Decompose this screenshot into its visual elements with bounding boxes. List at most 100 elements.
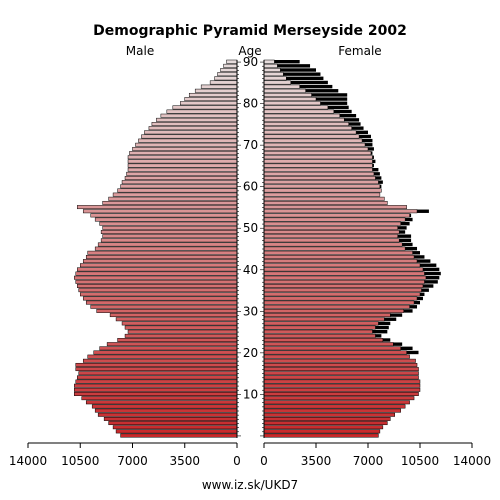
male-bar-age-26 bbox=[124, 325, 238, 330]
male-bar-age-23 bbox=[117, 338, 238, 342]
female-bar-age-31 bbox=[263, 304, 410, 309]
female-bar-age-5 bbox=[263, 412, 395, 417]
x-axis-left: 14000 10500 7000 3500 0 bbox=[9, 442, 241, 468]
male-bar-age-3 bbox=[108, 421, 238, 426]
male-bar-age-60 bbox=[120, 184, 238, 189]
female-excess-bar-age-52 bbox=[405, 217, 413, 222]
x-tick-label-right-10500: 10500 bbox=[401, 454, 439, 468]
male-bar-age-1 bbox=[115, 429, 238, 434]
female-excess-bar-age-88 bbox=[280, 68, 316, 72]
female-bar-age-6 bbox=[263, 408, 401, 413]
female-bar-age-30 bbox=[263, 308, 404, 313]
male-bar-age-5 bbox=[97, 412, 238, 417]
female-excess-bar-age-83 bbox=[305, 89, 339, 93]
female-bar-age-67 bbox=[263, 155, 373, 160]
male-bar-age-63 bbox=[126, 171, 238, 176]
female-bar-age-53 bbox=[263, 213, 410, 218]
male-bar-age-27 bbox=[121, 321, 238, 326]
female-bar-age-90 bbox=[263, 59, 275, 64]
female-excess-bar-age-60 bbox=[379, 184, 382, 189]
female-bar-age-4 bbox=[263, 416, 391, 421]
female-excess-bar-age-53 bbox=[409, 213, 412, 218]
female-excess-bar-age-64 bbox=[372, 168, 379, 172]
female-excess-bar-age-62 bbox=[375, 176, 382, 180]
chart-title: Demographic Pyramid Merseyside 2002 bbox=[93, 23, 407, 39]
female-bar-age-43 bbox=[263, 254, 415, 259]
male-bar-age-21 bbox=[99, 346, 238, 351]
male-bar-age-13 bbox=[75, 379, 238, 384]
x-tick-label-left-3500: 3500 bbox=[169, 454, 200, 468]
male-bar-age-49 bbox=[100, 230, 238, 234]
female-bar-age-63 bbox=[263, 171, 375, 176]
female-bar-age-23 bbox=[263, 338, 384, 342]
female-excess-bar-age-22 bbox=[393, 342, 403, 346]
male-bar-age-8 bbox=[85, 400, 238, 405]
female-bar-age-76 bbox=[263, 117, 345, 122]
female-bars bbox=[263, 59, 441, 438]
female-bar-age-28 bbox=[263, 317, 385, 322]
female-excess-bar-age-40 bbox=[422, 267, 440, 272]
female-bar-age-47 bbox=[263, 238, 400, 243]
female-excess-bar-age-66 bbox=[372, 159, 376, 164]
male-bar-age-30 bbox=[96, 308, 238, 313]
female-bar-age-65 bbox=[263, 163, 373, 168]
x-tick-label-right-7000: 7000 bbox=[353, 454, 384, 468]
female-bar-age-0 bbox=[263, 433, 379, 438]
male-bar-age-41 bbox=[80, 263, 238, 268]
male-bar-age-69 bbox=[132, 146, 238, 151]
male-bar-age-84 bbox=[200, 84, 238, 89]
female-bar-age-24 bbox=[263, 333, 376, 338]
female-bar-age-27 bbox=[263, 321, 379, 326]
female-bar-age-54 bbox=[263, 209, 418, 214]
female-bar-age-2 bbox=[263, 425, 384, 430]
female-bar-age-89 bbox=[263, 63, 278, 68]
female-bar-age-1 bbox=[263, 429, 381, 434]
male-bar-age-59 bbox=[117, 188, 238, 193]
female-bar-age-46 bbox=[263, 242, 403, 247]
female-excess-bar-age-44 bbox=[412, 251, 420, 255]
female-bar-age-48 bbox=[263, 234, 398, 239]
age-tick-label-10: 10 bbox=[243, 387, 258, 401]
male-bar-age-14 bbox=[77, 375, 238, 380]
female-excess-bar-age-34 bbox=[420, 292, 425, 297]
male-bar-age-70 bbox=[135, 142, 238, 147]
male-bar-age-73 bbox=[144, 130, 238, 135]
female-bar-age-61 bbox=[263, 180, 379, 185]
male-bar-age-9 bbox=[81, 396, 238, 401]
male-bar-age-58 bbox=[112, 192, 238, 197]
female-bar-age-11 bbox=[263, 387, 421, 392]
female-bar-age-58 bbox=[263, 192, 381, 197]
female-bar-age-22 bbox=[263, 342, 394, 347]
age-tick-label-70: 70 bbox=[243, 138, 258, 152]
female-excess-bar-age-89 bbox=[277, 64, 311, 68]
female-excess-bar-age-63 bbox=[373, 172, 380, 176]
female-excess-bar-age-74 bbox=[351, 126, 364, 130]
age-tick-label-90: 90 bbox=[243, 55, 258, 69]
x-tick-label-right-14000: 14000 bbox=[453, 454, 491, 468]
female-excess-bar-age-29 bbox=[390, 313, 403, 317]
male-bar-age-62 bbox=[124, 176, 238, 180]
female-bar-age-40 bbox=[263, 267, 424, 272]
male-bar-age-61 bbox=[121, 180, 238, 185]
female-excess-bar-age-31 bbox=[409, 305, 418, 309]
male-bar-age-77 bbox=[160, 113, 238, 118]
male-bar-age-71 bbox=[138, 138, 238, 143]
male-label: Male bbox=[126, 44, 154, 58]
female-excess-bar-age-30 bbox=[403, 309, 413, 313]
male-bar-age-68 bbox=[129, 151, 238, 156]
female-excess-bar-age-25 bbox=[372, 330, 388, 334]
female-excess-bar-age-48 bbox=[397, 234, 412, 238]
female-excess-bar-age-69 bbox=[368, 147, 374, 151]
male-bars bbox=[74, 59, 238, 438]
female-excess-bar-age-86 bbox=[286, 76, 324, 81]
female-excess-bar-age-47 bbox=[399, 238, 412, 243]
male-bar-age-78 bbox=[166, 109, 238, 114]
female-excess-bar-age-61 bbox=[378, 180, 383, 184]
female-excess-bar-age-51 bbox=[400, 222, 410, 226]
female-bar-age-32 bbox=[263, 300, 415, 305]
male-bar-age-67 bbox=[127, 155, 238, 160]
female-bar-age-16 bbox=[263, 367, 419, 372]
male-bar-age-12 bbox=[74, 383, 238, 388]
male-bar-age-57 bbox=[108, 196, 238, 201]
male-bar-age-6 bbox=[94, 408, 238, 413]
